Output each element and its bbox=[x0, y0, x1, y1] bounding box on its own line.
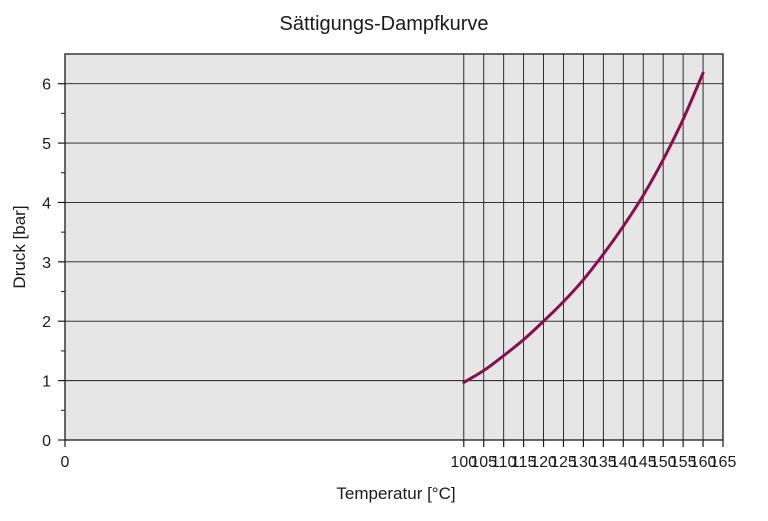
series-line bbox=[462, 71, 705, 384]
plot-frame bbox=[64, 53, 724, 441]
x-tick-label: 160 bbox=[690, 454, 717, 471]
x-axis-label: Temperatur [°C] bbox=[336, 484, 455, 503]
x-tick-label: 115 bbox=[511, 454, 537, 471]
chart-title: Sättigungs-Dampfkurve bbox=[280, 13, 489, 35]
x-tick-label: 130 bbox=[570, 454, 597, 471]
x-tick-label: 0 bbox=[61, 454, 70, 471]
y-axis-label: Druck [bar] bbox=[10, 205, 29, 288]
x-tick-label: 135 bbox=[590, 454, 617, 471]
y-tick-label: 4 bbox=[42, 195, 51, 212]
plot-area bbox=[65, 54, 723, 440]
series-layer bbox=[462, 71, 705, 384]
x-tick-label: 125 bbox=[550, 454, 577, 471]
x-tick-label: 145 bbox=[630, 454, 657, 471]
tick-labels: 0 100105110115120125130135140145150155160… bbox=[42, 77, 736, 471]
axis-ticks bbox=[58, 83, 724, 447]
x-tick-label: 165 bbox=[710, 454, 737, 471]
y-tick-label: 3 bbox=[42, 255, 51, 272]
y-tick-label: 5 bbox=[42, 136, 51, 153]
x-tick-label: 155 bbox=[670, 454, 697, 471]
x-tick-label: 150 bbox=[650, 454, 677, 471]
x-tick-label: 120 bbox=[530, 454, 557, 471]
y-tick-label: 1 bbox=[42, 374, 51, 391]
x-tick-label: 110 bbox=[491, 454, 517, 471]
x-tick-label: 140 bbox=[610, 454, 637, 471]
y-tick-label: 6 bbox=[42, 77, 51, 94]
y-tick-label: 0 bbox=[42, 433, 51, 450]
x-tick-label: 100 bbox=[450, 454, 477, 471]
y-tick-label: 2 bbox=[42, 314, 51, 331]
x-tick-label: 105 bbox=[470, 454, 497, 471]
